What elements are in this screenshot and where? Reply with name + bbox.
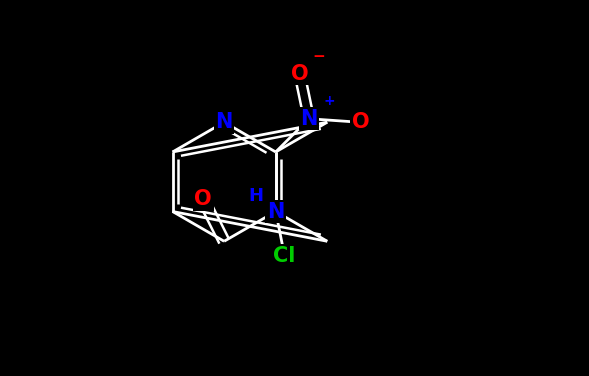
Text: +: + [323,94,335,108]
Text: N: N [300,109,317,129]
Text: Cl: Cl [273,246,296,266]
Text: N: N [267,202,284,221]
Text: N: N [216,112,233,132]
Text: O: O [194,189,212,209]
Text: O: O [291,64,309,83]
Text: O: O [352,112,369,132]
Text: H: H [248,187,263,205]
Text: −: − [312,49,325,64]
